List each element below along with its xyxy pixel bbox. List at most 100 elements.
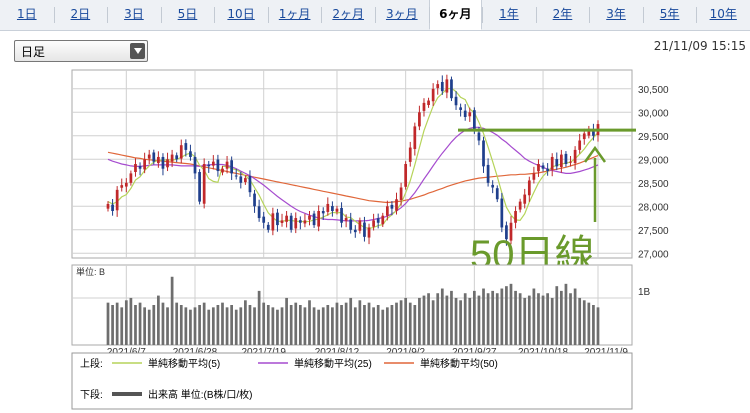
candle-body [532, 173, 536, 180]
tab-9[interactable]: 1年 [499, 7, 519, 21]
candle-body [134, 164, 137, 172]
volume-bar [459, 300, 462, 345]
tab-12[interactable]: 5年 [659, 7, 680, 21]
volume-bar [271, 307, 275, 345]
candle-body [408, 147, 412, 162]
volume-bar [257, 290, 261, 345]
candle-body [440, 81, 444, 92]
volume-bar [390, 305, 394, 345]
volume-bar [509, 283, 513, 345]
tab-4[interactable]: 10日 [227, 7, 255, 21]
candle-body [472, 110, 476, 132]
candle-body [367, 227, 371, 238]
volume-bar [431, 300, 435, 345]
candle-body [427, 100, 430, 106]
candle-body [129, 173, 133, 183]
volume-bar [120, 307, 124, 345]
chevron-down-icon[interactable] [130, 43, 145, 59]
volume-bar [486, 293, 490, 345]
candle-body [413, 126, 417, 149]
candle-body [340, 207, 343, 223]
volume-bar [395, 302, 398, 345]
tab-7[interactable]: 3ヶ月 [385, 7, 418, 21]
candle-body [271, 213, 275, 231]
candle-body [349, 219, 353, 230]
candle-body [353, 229, 357, 233]
tab-1[interactable]: 2日 [70, 7, 91, 21]
candle-body [244, 178, 247, 183]
volume-bar [564, 283, 568, 345]
legend-volume-label: 出来高 単位:(B株/口/枚) [148, 388, 252, 401]
candle-body [450, 79, 453, 99]
volume-bar [244, 300, 247, 345]
volume-bar [331, 307, 334, 345]
volume-bar [399, 300, 403, 345]
candle-body [486, 164, 490, 183]
volume-bar [143, 307, 146, 345]
candle-body [234, 175, 238, 177]
candle-body [468, 112, 472, 117]
candle-body [317, 211, 321, 227]
tab-separator [160, 7, 162, 23]
volume-bar [134, 305, 137, 345]
candle-body [308, 215, 311, 220]
volume-bar [225, 307, 229, 345]
price-y-ticks: 30,500 30,000 29,500 29,000 28,500 28,000 27,5… [638, 85, 669, 260]
chart-type-select[interactable]: 日足 [14, 40, 148, 62]
volume-bar [463, 293, 467, 345]
candle-body [376, 218, 380, 223]
volume-bar [189, 309, 192, 345]
volume-bar [335, 302, 339, 345]
volume-bar [358, 300, 362, 345]
candle-body [253, 193, 256, 207]
volume-bar [207, 309, 211, 345]
candle-body [454, 96, 458, 106]
candle-body [463, 110, 467, 117]
ma25-line [107, 126, 599, 222]
candle-body [495, 188, 499, 200]
volume-bar [376, 305, 380, 345]
volume-bar [418, 297, 421, 345]
volume-bar [308, 300, 311, 345]
tab-13[interactable]: 10年 [709, 7, 737, 21]
volume-bar [239, 307, 243, 345]
volume-bar [596, 307, 600, 345]
volume-bar [262, 302, 266, 345]
volume-bar [234, 309, 238, 345]
volume-bar [427, 293, 430, 345]
volume-bar [454, 297, 458, 345]
volume-bar [326, 305, 330, 345]
candle-body [587, 128, 591, 136]
candle-body [500, 198, 504, 228]
volume-bar [372, 307, 375, 345]
volume-bar [175, 302, 179, 345]
tab-3[interactable]: 5日 [177, 7, 198, 21]
volume-bar [541, 295, 545, 345]
candle-body [582, 133, 586, 140]
volume-bar [124, 300, 128, 345]
volume-bar [523, 297, 527, 345]
tab-2[interactable]: 3日 [124, 7, 144, 21]
tab-separator [53, 7, 55, 23]
candle-body [555, 159, 559, 167]
volume-bar [413, 305, 417, 345]
tab-10[interactable]: 2年 [552, 7, 573, 21]
volume-bar [211, 307, 215, 345]
volume-bar [170, 276, 174, 345]
candle-body [147, 154, 151, 159]
chart-type-select-value: 日足 [21, 45, 46, 59]
volume-bar [129, 297, 133, 345]
volume-bar [289, 305, 293, 345]
candle-body [170, 154, 174, 162]
volume-bar [248, 305, 252, 345]
legend-upper-label: 上段: [80, 357, 103, 370]
tab-0[interactable]: 1日 [16, 7, 37, 21]
price-y-tick-label: 27,500 [638, 226, 669, 237]
legend-item-label: 単純移動平均(5) [148, 357, 220, 370]
tab-6[interactable]: 2ヶ月 [332, 7, 365, 21]
tab-11[interactable]: 3年 [606, 7, 626, 21]
candle-body [404, 164, 408, 187]
tab-5[interactable]: 1ヶ月 [278, 7, 311, 21]
candle-body [399, 187, 403, 200]
candle-body [418, 112, 421, 127]
